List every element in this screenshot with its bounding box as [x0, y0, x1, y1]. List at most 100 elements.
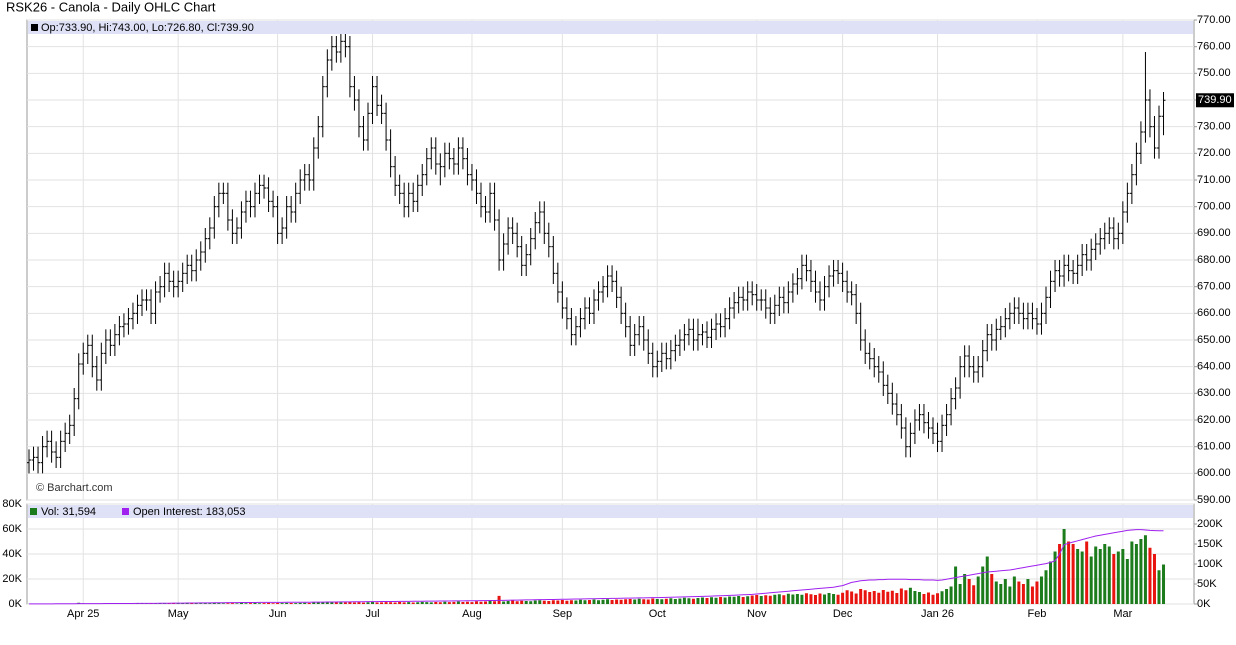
volume-bar — [380, 602, 384, 604]
y-tick-label: 770.00 — [1197, 14, 1231, 26]
y-tick-label: 660.00 — [1197, 307, 1231, 319]
volume-bar — [253, 603, 257, 604]
volume-bar — [777, 594, 781, 604]
volume-bar — [212, 603, 216, 604]
volume-bar — [1162, 564, 1166, 604]
y-tick-label: 600.00 — [1197, 467, 1231, 479]
legend-swatch — [122, 508, 129, 515]
volume-bar — [316, 602, 320, 604]
volume-bar — [312, 602, 316, 604]
y-tick-label: 720.00 — [1197, 147, 1231, 159]
y-tick-label: 610.00 — [1197, 441, 1231, 453]
volume-bar — [1049, 561, 1053, 604]
volume-bar — [1089, 556, 1093, 604]
volume-bar — [438, 602, 442, 604]
volume-bar — [750, 595, 754, 604]
volume-bar — [357, 602, 361, 604]
x-tick-label: Mar — [1113, 608, 1132, 620]
x-tick-label: May — [168, 608, 189, 620]
volume-bar — [1044, 570, 1048, 604]
y-tick-label: 590.00 — [1197, 494, 1231, 506]
volume-bar — [1026, 579, 1030, 604]
volume-bar — [859, 589, 863, 604]
volume-bar — [1107, 546, 1111, 604]
volume-bar — [954, 566, 958, 604]
volume-bar — [307, 603, 311, 604]
legend-label: Vol: 31,594 — [41, 506, 96, 518]
y-tick-label: 80K — [2, 498, 22, 510]
volume-bar — [1053, 551, 1057, 604]
volume-bar — [484, 601, 488, 604]
y2-tick-label: 100K — [1197, 558, 1223, 570]
y2-tick-label: 150K — [1197, 538, 1223, 550]
volume-bar — [176, 603, 180, 604]
last-price-label: 739.90 — [1198, 94, 1232, 106]
volume-bar — [624, 599, 628, 604]
volume-bar — [248, 603, 252, 604]
volume-bar — [185, 603, 189, 604]
volume-bar — [773, 594, 777, 604]
volume-bar — [940, 591, 944, 604]
volume-bar — [393, 602, 397, 604]
x-tick-label: Sep — [553, 608, 573, 620]
volume-bar — [1098, 549, 1102, 604]
volume-bar — [1076, 549, 1080, 604]
y-tick-label: 710.00 — [1197, 174, 1231, 186]
y-tick-label: 20K — [2, 573, 22, 585]
volume-legend-band — [28, 505, 1193, 518]
y-tick-label: 680.00 — [1197, 254, 1231, 266]
x-tick-label: Oct — [649, 608, 666, 620]
volume-bar — [619, 599, 623, 604]
volume-bar — [226, 603, 230, 604]
volume-bar — [936, 593, 940, 604]
volume-bar — [524, 601, 528, 604]
volume-bar — [258, 603, 262, 604]
volume-bar — [434, 602, 438, 604]
volume-bar — [1130, 541, 1134, 604]
x-tick-label: Feb — [1027, 608, 1046, 620]
volume-bar — [926, 592, 930, 604]
volume-bar — [972, 585, 976, 604]
y2-tick-label: 50K — [1197, 578, 1217, 590]
volume-bar — [601, 599, 605, 604]
volume-bar — [696, 598, 700, 604]
volume-bar — [714, 597, 718, 604]
volume-bar — [994, 581, 998, 604]
volume-bar — [574, 600, 578, 604]
legend-swatch — [30, 508, 37, 515]
volume-bar — [922, 594, 926, 604]
y-tick-label: 40K — [2, 548, 22, 560]
volume-bar — [361, 602, 365, 604]
y-tick-label: 630.00 — [1197, 387, 1231, 399]
volume-bar — [804, 593, 808, 604]
volume-bar — [705, 598, 709, 604]
info-swatch — [31, 24, 38, 31]
volume-bar — [551, 600, 555, 604]
volume-bar — [389, 602, 393, 604]
volume-bar — [691, 598, 695, 604]
volume-bar — [262, 603, 266, 604]
volume-bar — [1035, 581, 1039, 604]
volume-bar — [330, 601, 334, 604]
volume-bar — [899, 588, 903, 604]
volume-bar — [823, 594, 827, 604]
volume-bar — [732, 596, 736, 604]
volume-bar — [795, 594, 799, 604]
volume-bar — [1116, 551, 1120, 604]
volume-bar — [651, 598, 655, 604]
volume-bar — [646, 599, 650, 604]
volume-bar — [655, 599, 659, 604]
volume-bar — [366, 602, 370, 604]
volume-bar — [904, 590, 908, 604]
volume-bar — [723, 597, 727, 604]
volume-bar — [267, 602, 271, 604]
volume-bar — [1062, 529, 1066, 604]
x-tick-label: Dec — [833, 608, 853, 620]
volume-bar — [456, 601, 460, 604]
x-tick-label: Jan 26 — [921, 608, 954, 620]
volume-bar — [276, 603, 280, 604]
volume-bar — [1058, 544, 1062, 604]
volume-bar — [474, 601, 478, 604]
volume-bar — [452, 601, 456, 604]
volume-bar — [786, 593, 790, 604]
